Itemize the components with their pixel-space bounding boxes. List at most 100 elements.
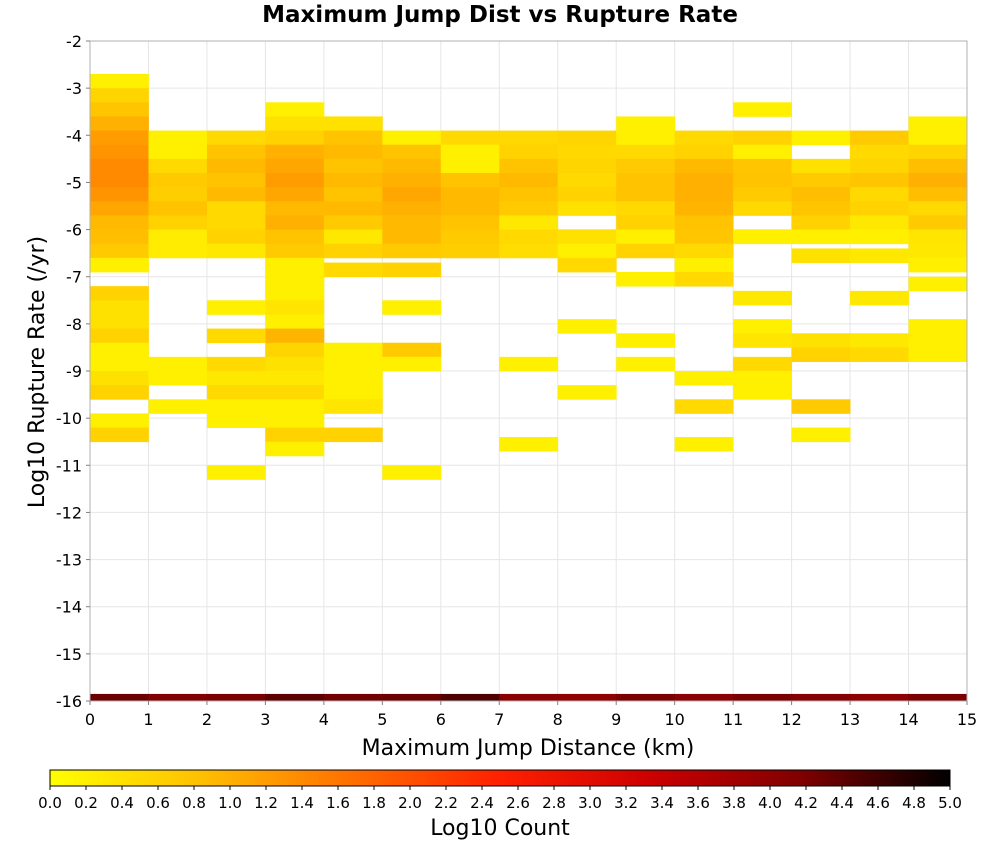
heatmap-cell	[499, 215, 559, 230]
heatmap-cell	[557, 130, 617, 146]
heatmap-cells	[90, 74, 968, 701]
heatmap-cell	[323, 201, 383, 216]
heatmap-cell	[499, 130, 559, 146]
heatmap-cell	[499, 187, 559, 202]
heatmap-cell-bottom	[90, 693, 149, 701]
x-tick-label: 10	[664, 710, 684, 729]
y-tick-label: -5	[66, 173, 82, 192]
y-tick-label: -9	[66, 362, 82, 381]
heatmap-cell	[323, 144, 383, 160]
x-tick-label: 6	[436, 710, 446, 729]
heatmap-cell	[499, 158, 559, 174]
heatmap-cell	[265, 158, 325, 174]
heatmap-cell	[148, 229, 208, 245]
heatmap-cell	[616, 272, 676, 287]
heatmap-cell	[791, 229, 851, 245]
x-tick-label: 2	[202, 710, 212, 729]
heatmap-cell	[265, 215, 325, 230]
heatmap-cell	[382, 465, 442, 480]
heatmap-cell-bottom	[323, 693, 383, 701]
heatmap-cell	[90, 257, 149, 273]
heatmap-cell	[557, 144, 617, 160]
heatmap-cell	[265, 201, 325, 216]
colorbar-tick-label: 1.8	[362, 794, 386, 812]
heatmap-cell	[323, 187, 383, 202]
x-tick-label: 14	[898, 710, 918, 729]
heatmap-cell	[616, 187, 676, 202]
heatmap-cell	[382, 356, 442, 372]
heatmap-cell	[206, 399, 266, 414]
heatmap-cell	[440, 229, 500, 245]
heatmap-cell	[206, 144, 266, 160]
heatmap-cell	[733, 158, 792, 174]
colorbar-tick-label: 3.6	[686, 794, 710, 812]
heatmap-cell	[908, 319, 968, 334]
heatmap-cell	[90, 187, 149, 202]
heatmap-cell	[90, 427, 149, 443]
colorbar-tick-label: 3.4	[650, 794, 674, 812]
heatmap-cell	[674, 229, 734, 245]
heatmap-cell	[265, 173, 325, 188]
heatmap-cell	[148, 187, 208, 202]
heatmap-cell	[674, 371, 734, 386]
x-tick-label: 11	[723, 710, 743, 729]
heatmap-cell	[265, 413, 325, 428]
colorbar-tick-label: 1.4	[290, 794, 314, 812]
colorbar-tick-label: 2.0	[398, 794, 422, 812]
heatmap-cell	[206, 229, 266, 245]
heatmap-cell	[265, 286, 325, 301]
x-tick-label: 5	[377, 710, 387, 729]
heatmap-cell-bottom	[265, 693, 325, 701]
heatmap-cell	[557, 173, 617, 188]
heatmap-cell	[148, 215, 208, 230]
heatmap-cell	[382, 215, 442, 230]
heatmap-cell	[499, 356, 559, 372]
heatmap-cell	[382, 144, 442, 160]
colorbar-tick-label: 4.0	[758, 794, 782, 812]
heatmap-cell	[850, 290, 909, 306]
heatmap-cell	[323, 158, 383, 174]
heatmap-cell	[440, 201, 500, 216]
heatmap-cell	[850, 158, 909, 174]
heatmap-cell	[265, 328, 325, 344]
colorbar-tick-label: 0.0	[38, 794, 62, 812]
colorbar	[49, 769, 951, 787]
heatmap-cell	[791, 173, 851, 188]
heatmap-cell	[90, 371, 149, 386]
heatmap-cell	[265, 441, 325, 457]
heatmap-cell	[674, 201, 734, 216]
heatmap-cell	[616, 173, 676, 188]
heatmap-cell	[499, 201, 559, 216]
y-tick-label: -3	[66, 79, 82, 98]
heatmap-cell	[90, 158, 149, 174]
x-axis-label: Maximum Jump Distance (km)	[362, 736, 695, 761]
heatmap-cell	[733, 102, 792, 117]
x-axis-ticks: 0 1 2 3 4 5 6 7 8 9 10 11 12 13 14 15	[85, 701, 977, 729]
heatmap-cell	[206, 328, 266, 344]
heatmap-cell	[440, 215, 500, 230]
chart-title: Maximum Jump Dist vs Rupture Rate	[262, 2, 738, 28]
heatmap-cell	[674, 257, 734, 273]
heatmap-cell	[323, 385, 383, 400]
x-tick-label: 9	[611, 710, 621, 729]
heatmap-cell	[674, 130, 734, 146]
heatmap-cell	[323, 342, 383, 358]
heatmap-cell	[791, 427, 851, 443]
colorbar-tick-label: 5.0	[938, 794, 962, 812]
heatmap-cell	[850, 201, 909, 216]
heatmap-cell	[265, 187, 325, 202]
heatmap-cell	[90, 102, 149, 117]
heatmap-cell	[265, 144, 325, 160]
heatmap-cell	[323, 173, 383, 188]
y-tick-label: -13	[56, 551, 82, 570]
y-tick-label: -4	[66, 126, 82, 145]
heatmap-cell	[323, 356, 383, 372]
heatmap-cell	[265, 243, 325, 259]
heatmap-cell	[265, 300, 325, 315]
heatmap-cell	[90, 314, 149, 329]
x-tick-label: 7	[494, 710, 504, 729]
x-tick-label: 13	[840, 710, 860, 729]
heatmap-cell	[499, 144, 559, 160]
x-tick-label: 4	[319, 710, 329, 729]
